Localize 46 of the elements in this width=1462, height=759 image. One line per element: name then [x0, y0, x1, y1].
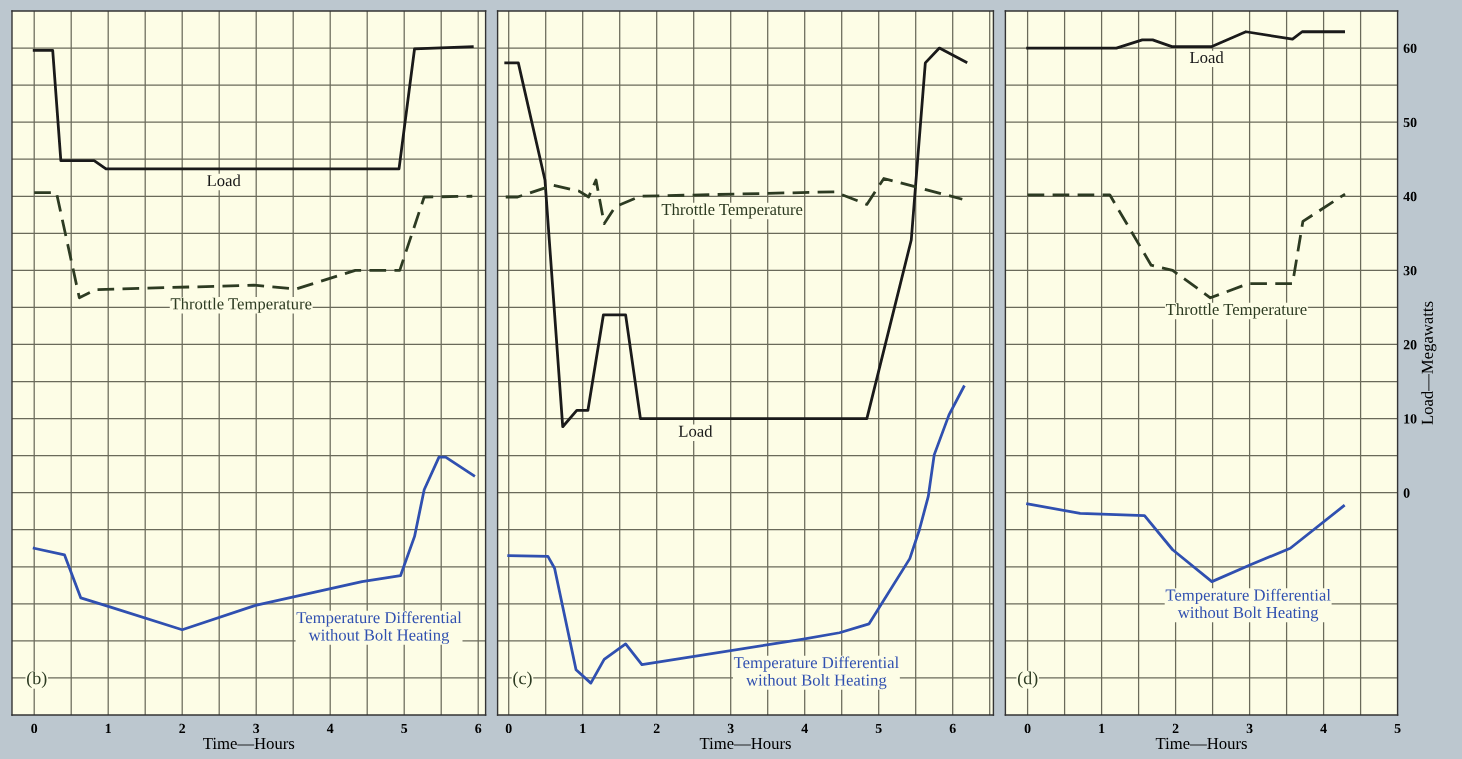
y-axis-title: Load—Megawatts [1421, 301, 1437, 425]
x-tick-label: 0 [1024, 723, 1031, 734]
y-tick-label: 0 [1403, 488, 1410, 498]
x-tick-label: 3 [253, 723, 260, 734]
x-tick-label: 1 [105, 723, 111, 733]
x-tick-label: 5 [875, 723, 882, 734]
y-tick-label: 40 [1403, 191, 1417, 202]
annotation: (d) [1017, 671, 1038, 688]
x-tick-label: 4 [801, 723, 808, 733]
x-axis-title: Time—Hours [699, 737, 791, 750]
y-tick-label: 60 [1403, 43, 1417, 54]
series-label: Load [678, 425, 713, 437]
text: Temperature Differential without Bolt Heating [1165, 588, 1331, 622]
x-axis-title: Time—Hours [1155, 737, 1247, 750]
x-tick-label: 2 [179, 723, 186, 733]
y-tick-label: 20 [1403, 340, 1417, 350]
series-label: Throttle Temperature [661, 203, 803, 219]
x-tick-label: 4 [1320, 723, 1327, 733]
x-tick-label: 2 [653, 723, 660, 733]
line-series [1026, 502, 1345, 583]
x-tick-label: 3 [727, 723, 734, 734]
annotation: (c) [513, 671, 532, 688]
x-tick-label: 0 [505, 723, 512, 734]
x-tick-label: 5 [401, 723, 408, 734]
x-tick-label: 6 [949, 723, 956, 734]
y-tick-label: 30 [1403, 265, 1417, 276]
series-label: Load [1189, 51, 1224, 64]
series-label: Throttle Temperature [170, 297, 312, 313]
x-tick-label: 3 [1246, 723, 1253, 734]
y-tick-label: 10 [1404, 414, 1417, 424]
x-tick-label: 5 [1394, 723, 1401, 734]
x-tick-label: 4 [326, 723, 334, 733]
line-series [1026, 30, 1345, 50]
x-axis-title: Time—Hours [203, 737, 295, 750]
x-tick-label: 2 [1172, 723, 1179, 733]
x-tick-label: 6 [475, 723, 482, 734]
line-series [1026, 192, 1347, 300]
series-label: Temperature Differential without Bolt Heating [296, 611, 462, 645]
x-tick-label: 1 [1099, 723, 1105, 733]
series-label: Temperature Differential without Bolt Heating [733, 656, 899, 690]
series-label: Throttle Temperature [1165, 303, 1307, 319]
series-label: Load [207, 174, 241, 187]
annotation: (b) [27, 671, 47, 688]
x-tick-label: 1 [580, 723, 586, 733]
x-tick-label: 0 [31, 723, 38, 734]
y-tick-label: 50 [1403, 117, 1417, 128]
